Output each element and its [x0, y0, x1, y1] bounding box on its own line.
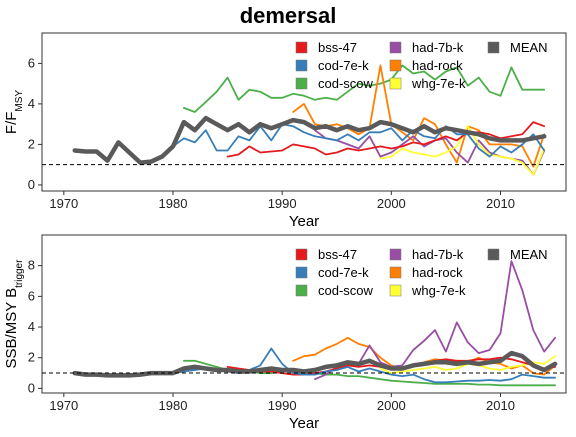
- legend-swatch-bss-47: [295, 248, 308, 261]
- x-tick-label: 2000: [377, 398, 406, 413]
- y-tick-label: 0: [28, 177, 35, 192]
- x-tick-label: 1980: [159, 196, 188, 211]
- legend-swatch-had-7b-k: [389, 41, 402, 54]
- legend-swatch-cod-scow: [295, 284, 308, 297]
- plot-area: [41, 32, 567, 192]
- legend-label-cod-scow: cod-scow: [318, 76, 374, 91]
- legend-label-cod-7e-k: cod-7e-k: [318, 58, 369, 73]
- legend-label-bss-47: bss-47: [318, 40, 357, 55]
- legend-swatch-whg-7e-k: [389, 77, 402, 90]
- legend-label-had-rock: had-rock: [412, 58, 463, 73]
- panel-f-fmsy: 1970 1980 1990 2000 2010 0 2 4 6 Year F/FMSY bss-47…: [3, 32, 567, 230]
- legend-label-MEAN: MEAN: [510, 247, 548, 262]
- legend-swatch-cod-scow: [295, 77, 308, 90]
- legend-label-MEAN: MEAN: [510, 40, 548, 55]
- legend-swatch-bss-47: [295, 41, 308, 54]
- x-tick-label: 1980: [159, 398, 188, 413]
- legend-label-cod-7e-k: cod-7e-k: [318, 265, 369, 280]
- x-axis-label: Year: [289, 213, 319, 230]
- y-tick-label: 2: [28, 136, 35, 151]
- x-tick-label: 2010: [486, 398, 515, 413]
- series-line-cod-scow: [182, 64, 546, 113]
- legend-label-cod-scow: cod-scow: [318, 283, 374, 298]
- legend-label-bss-47: bss-47: [318, 247, 357, 262]
- legend-label-whg-7e-k: whg-7e-k: [411, 283, 466, 298]
- x-axis-label: Year: [289, 415, 319, 432]
- y-tick-label: 4: [28, 319, 35, 334]
- series-line-bss-47: [226, 121, 546, 158]
- y-tick-label: 0: [28, 380, 35, 395]
- legend-swatch-had-rock: [389, 59, 402, 72]
- y-axis-label: F/FMSY: [3, 90, 25, 135]
- legend-label-had-rock: had-rock: [412, 265, 463, 280]
- x-tick-label: 1990: [268, 196, 297, 211]
- legend-swatch-cod-7e-k: [295, 266, 308, 279]
- chart-title: demersal: [240, 3, 337, 28]
- legend-label-had-7b-k: had-7b-k: [412, 40, 464, 55]
- legend-label-whg-7e-k: whg-7e-k: [411, 76, 466, 91]
- plot-area: [41, 234, 567, 394]
- y-tick-label: 6: [28, 288, 35, 303]
- x-tick-label: 1990: [268, 398, 297, 413]
- y-tick-label: 4: [28, 96, 35, 111]
- legend-swatch-MEAN: [487, 248, 500, 261]
- panel-ssb-msy: 1970 1980 1990 2000 2010 0 2 4 6 8 Year SSB/MSY Btr…: [3, 234, 567, 432]
- y-axis-label: SSB/MSY Btrigger: [3, 259, 25, 369]
- x-tick-label: 2000: [377, 196, 406, 211]
- legend-swatch-had-7b-k: [389, 248, 402, 261]
- legend-swatch-MEAN: [487, 41, 500, 54]
- x-tick-label: 2010: [486, 196, 515, 211]
- legend-swatch-had-rock: [389, 266, 402, 279]
- y-tick-label: 6: [28, 55, 35, 70]
- x-tick-label: 1970: [49, 398, 78, 413]
- legend-swatch-cod-7e-k: [295, 59, 308, 72]
- y-tick-label: 8: [28, 258, 35, 273]
- legend-swatch-whg-7e-k: [389, 284, 402, 297]
- x-tick-label: 1970: [49, 196, 78, 211]
- series-line-MEAN: [72, 115, 547, 165]
- legend-label-had-7b-k: had-7b-k: [412, 247, 464, 262]
- y-tick-label: 2: [28, 350, 35, 365]
